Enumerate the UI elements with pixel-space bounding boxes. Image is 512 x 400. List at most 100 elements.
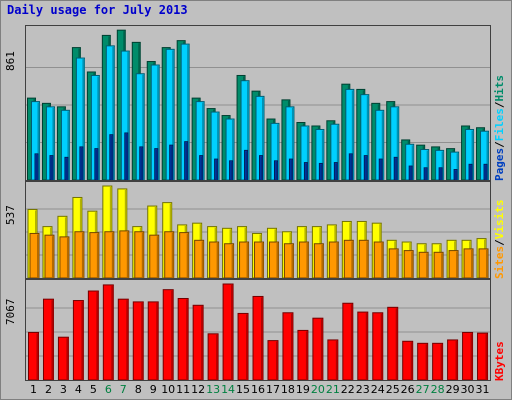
bar-files-day-6	[105, 45, 115, 180]
bar-sites-day-9	[149, 234, 160, 278]
x-tick-label-day-23: 23	[356, 383, 370, 396]
bar-pages-day-9	[154, 148, 159, 180]
bar-sites-day-15	[239, 241, 250, 278]
panel-3-ymax-label: 7067	[4, 281, 20, 341]
bar-sites-day-26	[403, 250, 414, 278]
bar-sites-day-5	[89, 232, 100, 278]
bar-kbytes-day-29	[447, 339, 459, 380]
panel-visits-sites	[25, 181, 491, 279]
bar-pages-day-8	[139, 146, 144, 180]
panel-3-legend-text: KBytes	[493, 341, 506, 381]
bar-sites-day-27	[418, 251, 429, 278]
bar-pages-day-26	[408, 165, 413, 180]
bar-files-day-5	[90, 74, 100, 180]
bar-pages-day-18	[288, 158, 293, 180]
bar-kbytes-day-24	[372, 312, 384, 380]
panel-3-svg	[26, 283, 490, 380]
legend-kbytes: KBytes	[493, 341, 506, 381]
bar-kbytes-day-4	[72, 300, 84, 380]
panel-1-ymax-label: 861	[4, 27, 20, 87]
bar-kbytes-day-27	[417, 342, 429, 380]
bar-files-day-23	[360, 94, 370, 180]
bar-kbytes-day-17	[267, 340, 279, 380]
x-tick-label-day-8: 8	[135, 383, 142, 396]
x-tick-label-day-10: 10	[161, 383, 175, 396]
bar-sites-day-2	[44, 234, 55, 278]
bar-pages-day-7	[124, 132, 129, 180]
bar-files-day-14	[225, 118, 235, 180]
x-tick-label-day-26: 26	[401, 383, 415, 396]
bar-kbytes-day-20	[312, 317, 324, 380]
bar-pages-day-28	[438, 167, 443, 180]
bar-sites-day-12	[194, 239, 205, 278]
panel-1-svg	[26, 29, 490, 180]
bar-pages-day-20	[318, 162, 323, 180]
x-tick-label-day-9: 9	[150, 383, 157, 396]
bar-kbytes-day-15	[237, 312, 249, 380]
x-tick-label-day-5: 5	[90, 383, 97, 396]
x-tick-label-day-7: 7	[120, 383, 127, 396]
bar-sites-day-30	[463, 248, 474, 278]
bar-sites-day-18	[283, 243, 294, 278]
bar-kbytes-day-19	[297, 329, 309, 380]
x-tick-label-day-25: 25	[386, 383, 400, 396]
bar-pages-day-11	[184, 141, 189, 180]
bar-kbytes-day-10	[162, 289, 174, 380]
bar-pages-day-24	[378, 158, 383, 180]
legend-pages: Pages	[493, 147, 506, 181]
bar-pages-day-19	[303, 162, 308, 180]
bar-pages-day-27	[423, 167, 428, 180]
bar-kbytes-day-25	[387, 306, 399, 380]
bar-pages-day-6	[109, 134, 114, 180]
x-tick-label-day-4: 4	[75, 383, 82, 396]
panel-kbytes	[25, 279, 491, 381]
bar-kbytes-day-18	[282, 312, 294, 380]
bar-sites-day-20	[313, 243, 324, 278]
bar-sites-day-22	[343, 239, 354, 278]
bar-sites-day-7	[119, 230, 130, 278]
bar-files-day-7	[120, 50, 130, 180]
bar-sites-day-6	[104, 231, 115, 278]
bar-files-day-2	[45, 106, 55, 180]
bar-kbytes-day-14	[222, 283, 234, 380]
bar-pages-day-16	[259, 155, 264, 180]
bar-kbytes-day-13	[207, 333, 219, 380]
panel-1-legend: Pages/Files/Hits	[493, 25, 510, 181]
panel-2-ymax-text: 537	[4, 205, 17, 225]
x-axis-svg: 1 2 3 4 5 6 7 8 9 10 11 12 13 14 15 16 17 18 19 20 21 22 23 24 2…	[30, 383, 490, 396]
bar-sites-day-10	[164, 231, 175, 278]
panel-2-ymax-label: 537	[4, 181, 20, 241]
legend-separator: /	[493, 101, 506, 109]
bar-pages-day-25	[393, 156, 398, 180]
bar-sites-day-31	[478, 248, 489, 278]
bar-files-day-28	[435, 149, 445, 180]
x-tick-label-day-2: 2	[45, 383, 52, 396]
bar-pages-day-23	[363, 155, 368, 180]
panel-2-svg	[26, 185, 490, 278]
bar-sites-day-13	[209, 241, 220, 278]
bar-kbytes-day-23	[357, 311, 369, 380]
bar-kbytes-day-21	[327, 339, 339, 380]
bar-kbytes-day-6	[102, 284, 114, 380]
bar-kbytes-day-7	[117, 298, 129, 380]
x-tick-label-day-22: 22	[341, 383, 355, 396]
x-tick-label-day-19: 19	[296, 383, 310, 396]
bar-sites-day-25	[388, 248, 399, 278]
x-tick-label-day-1: 1	[30, 383, 37, 396]
bar-sites-day-16	[254, 241, 265, 278]
bar-files-day-15	[240, 80, 250, 180]
bar-kbytes-day-16	[252, 295, 264, 380]
bar-kbytes-day-5	[87, 290, 99, 380]
bar-sites-day-1	[29, 232, 40, 278]
x-tick-label-day-27: 27	[416, 383, 430, 396]
bar-files-day-18	[285, 106, 295, 180]
bar-files-day-12	[195, 101, 205, 180]
bar-files-day-1	[31, 101, 40, 180]
x-tick-label-day-29: 29	[446, 383, 460, 396]
bar-sites-day-3	[59, 236, 70, 278]
bar-sites-day-17	[268, 241, 279, 278]
bar-pages-day-15	[244, 149, 249, 180]
bar-sites-day-21	[328, 241, 339, 278]
x-tick-label-day-17: 17	[266, 383, 280, 396]
bar-files-day-17	[270, 122, 280, 180]
